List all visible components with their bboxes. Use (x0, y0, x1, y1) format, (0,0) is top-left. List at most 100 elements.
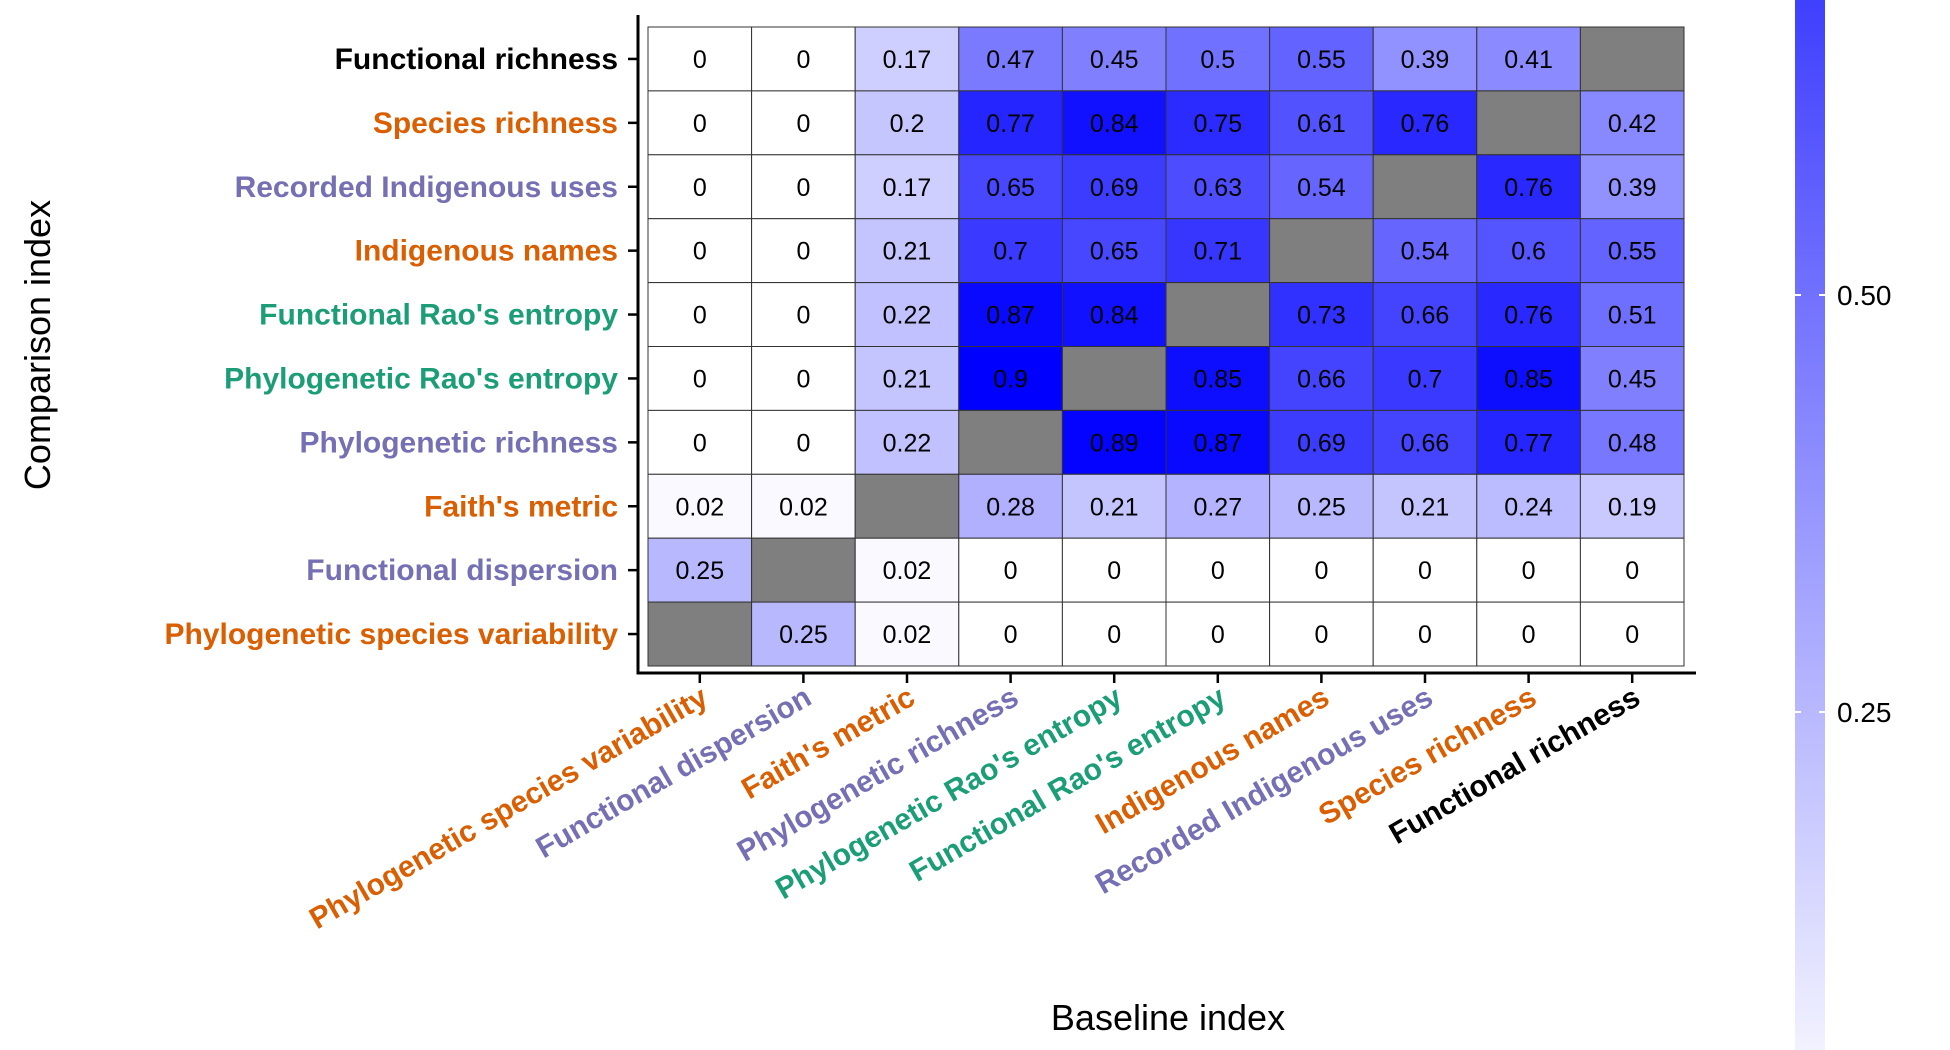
cell-value-label: 0.89 (1090, 429, 1139, 457)
cell-value-label: 0.73 (1297, 302, 1346, 330)
cell-value-label: 0.47 (986, 46, 1035, 74)
cell-value-label: 0 (796, 174, 810, 202)
cell-value-label: 0.54 (1401, 238, 1450, 266)
heatmap-cell (1165, 601, 1271, 667)
heatmap-cell (1579, 282, 1685, 348)
cell-value-label: 0.02 (883, 621, 932, 649)
cell-value-label: 0.42 (1608, 110, 1657, 138)
heatmap-cell (647, 154, 753, 220)
heatmap-cell (647, 26, 753, 92)
cell-value-label: 0 (1314, 557, 1328, 585)
cell-value-label: 0 (796, 46, 810, 74)
heatmap-cell (958, 473, 1063, 539)
heatmap-cell (647, 218, 753, 284)
cell-value-label: 0.87 (1193, 429, 1242, 457)
heatmap-cell (1579, 601, 1685, 667)
cell-value-label: 0.69 (1090, 174, 1139, 202)
heatmap-cell (1476, 90, 1581, 156)
cell-value-label: 0.66 (1297, 365, 1346, 393)
heatmap-cell (1269, 90, 1374, 156)
cell-value-label: 0 (796, 429, 810, 457)
cell-value-label: 0.45 (1608, 365, 1657, 393)
cell-value-label: 0.19 (1608, 493, 1657, 521)
cell-value-label: 0 (1418, 621, 1432, 649)
heatmap-cell (1476, 473, 1581, 539)
cell-value-label: 0.6 (1511, 238, 1546, 266)
heatmap-cell (1579, 218, 1685, 284)
y-tick-label: Recorded Indigenous uses (235, 171, 618, 204)
heatmap-cell (1061, 346, 1167, 411)
heatmap-cell (1372, 473, 1478, 539)
heatmap-cell (958, 601, 1063, 667)
cell-value-label: 0.28 (986, 493, 1035, 521)
cell-value-label: 0.22 (883, 302, 932, 330)
cell-value-label: 0.76 (1401, 110, 1450, 138)
cell-value-label: 0 (693, 46, 707, 74)
cell-value-label: 0.02 (779, 493, 828, 521)
heatmap-cell (958, 90, 1063, 156)
cell-value-label: 0.65 (986, 174, 1035, 202)
heatmap-cell (751, 90, 856, 156)
heatmap-cell (1579, 537, 1685, 603)
heatmap-cell (647, 346, 753, 411)
heatmap-cell (751, 26, 856, 92)
cell-value-label: 0 (796, 110, 810, 138)
cell-value-label: 0.55 (1297, 46, 1346, 74)
y-axis-ticks (628, 57, 638, 636)
cell-value-label: 0.45 (1090, 46, 1139, 74)
heatmap-cell (751, 601, 856, 667)
heatmap-cell (1061, 601, 1167, 667)
heatmap-cell (854, 154, 960, 220)
heatmap-cell (1165, 26, 1271, 92)
cell-value-label: 0 (693, 174, 707, 202)
cell-value-label: 0 (1625, 557, 1639, 585)
cell-value-label: 0.85 (1504, 365, 1553, 393)
heatmap-cell (1061, 537, 1167, 603)
cell-value-label: 0.61 (1297, 110, 1346, 138)
heatmap-cell (1476, 218, 1581, 284)
cell-value-label: 0 (1522, 557, 1536, 585)
cell-value-label: 0.02 (883, 557, 932, 585)
heatmap-cell (854, 282, 960, 348)
heatmap-cell (1061, 26, 1167, 92)
heatmap-cell (854, 537, 960, 603)
heatmap-cell (958, 346, 1063, 411)
heatmap-cell (1579, 409, 1685, 475)
x-axis-title: Baseline index (1051, 997, 1285, 1038)
heatmap-cell (1476, 409, 1581, 475)
cell-value-label: 0.25 (779, 621, 828, 649)
cell-value-label: 0 (693, 429, 707, 457)
heatmap-cell (1061, 218, 1167, 284)
cell-value-label: 0 (1107, 557, 1121, 585)
cell-value-label: 0 (1625, 621, 1639, 649)
heatmap-cell (1061, 282, 1167, 348)
cell-value-label: 0.41 (1504, 46, 1553, 74)
cell-value-label: 0 (1107, 621, 1121, 649)
legend-tick-label: 0.25 (1837, 697, 1892, 728)
cell-value-label: 0.65 (1090, 238, 1139, 266)
heatmap-cell (751, 537, 856, 603)
heatmap-cells (647, 26, 1685, 667)
cell-value-label: 0.17 (883, 174, 932, 202)
cell-value-label: 0.02 (675, 493, 724, 521)
heatmap-cell (854, 346, 960, 411)
cell-value-label: 0 (693, 110, 707, 138)
heatmap-cell (1372, 537, 1478, 603)
heatmap-cell (1165, 473, 1271, 539)
y-tick-label: Phylogenetic Rao's entropy (224, 362, 618, 395)
cell-value-label: 0.54 (1297, 174, 1346, 202)
heatmap-cell (1165, 409, 1271, 475)
cell-value-label: 0.21 (883, 365, 932, 393)
cell-value-label: 0.7 (1408, 365, 1443, 393)
heatmap-cell (1165, 282, 1271, 348)
heatmap-cell (1372, 409, 1478, 475)
legend-tick-label: 0.50 (1837, 280, 1892, 311)
heatmap-cell (751, 282, 856, 348)
cell-value-label: 0.17 (883, 46, 932, 74)
heatmap-cell (854, 601, 960, 667)
heatmap-cell (854, 473, 960, 539)
heatmap-cell (1579, 154, 1685, 220)
y-tick-label: Phylogenetic species variability (164, 618, 618, 651)
heatmap-cell (751, 154, 856, 220)
cell-value-label: 0.87 (986, 302, 1035, 330)
